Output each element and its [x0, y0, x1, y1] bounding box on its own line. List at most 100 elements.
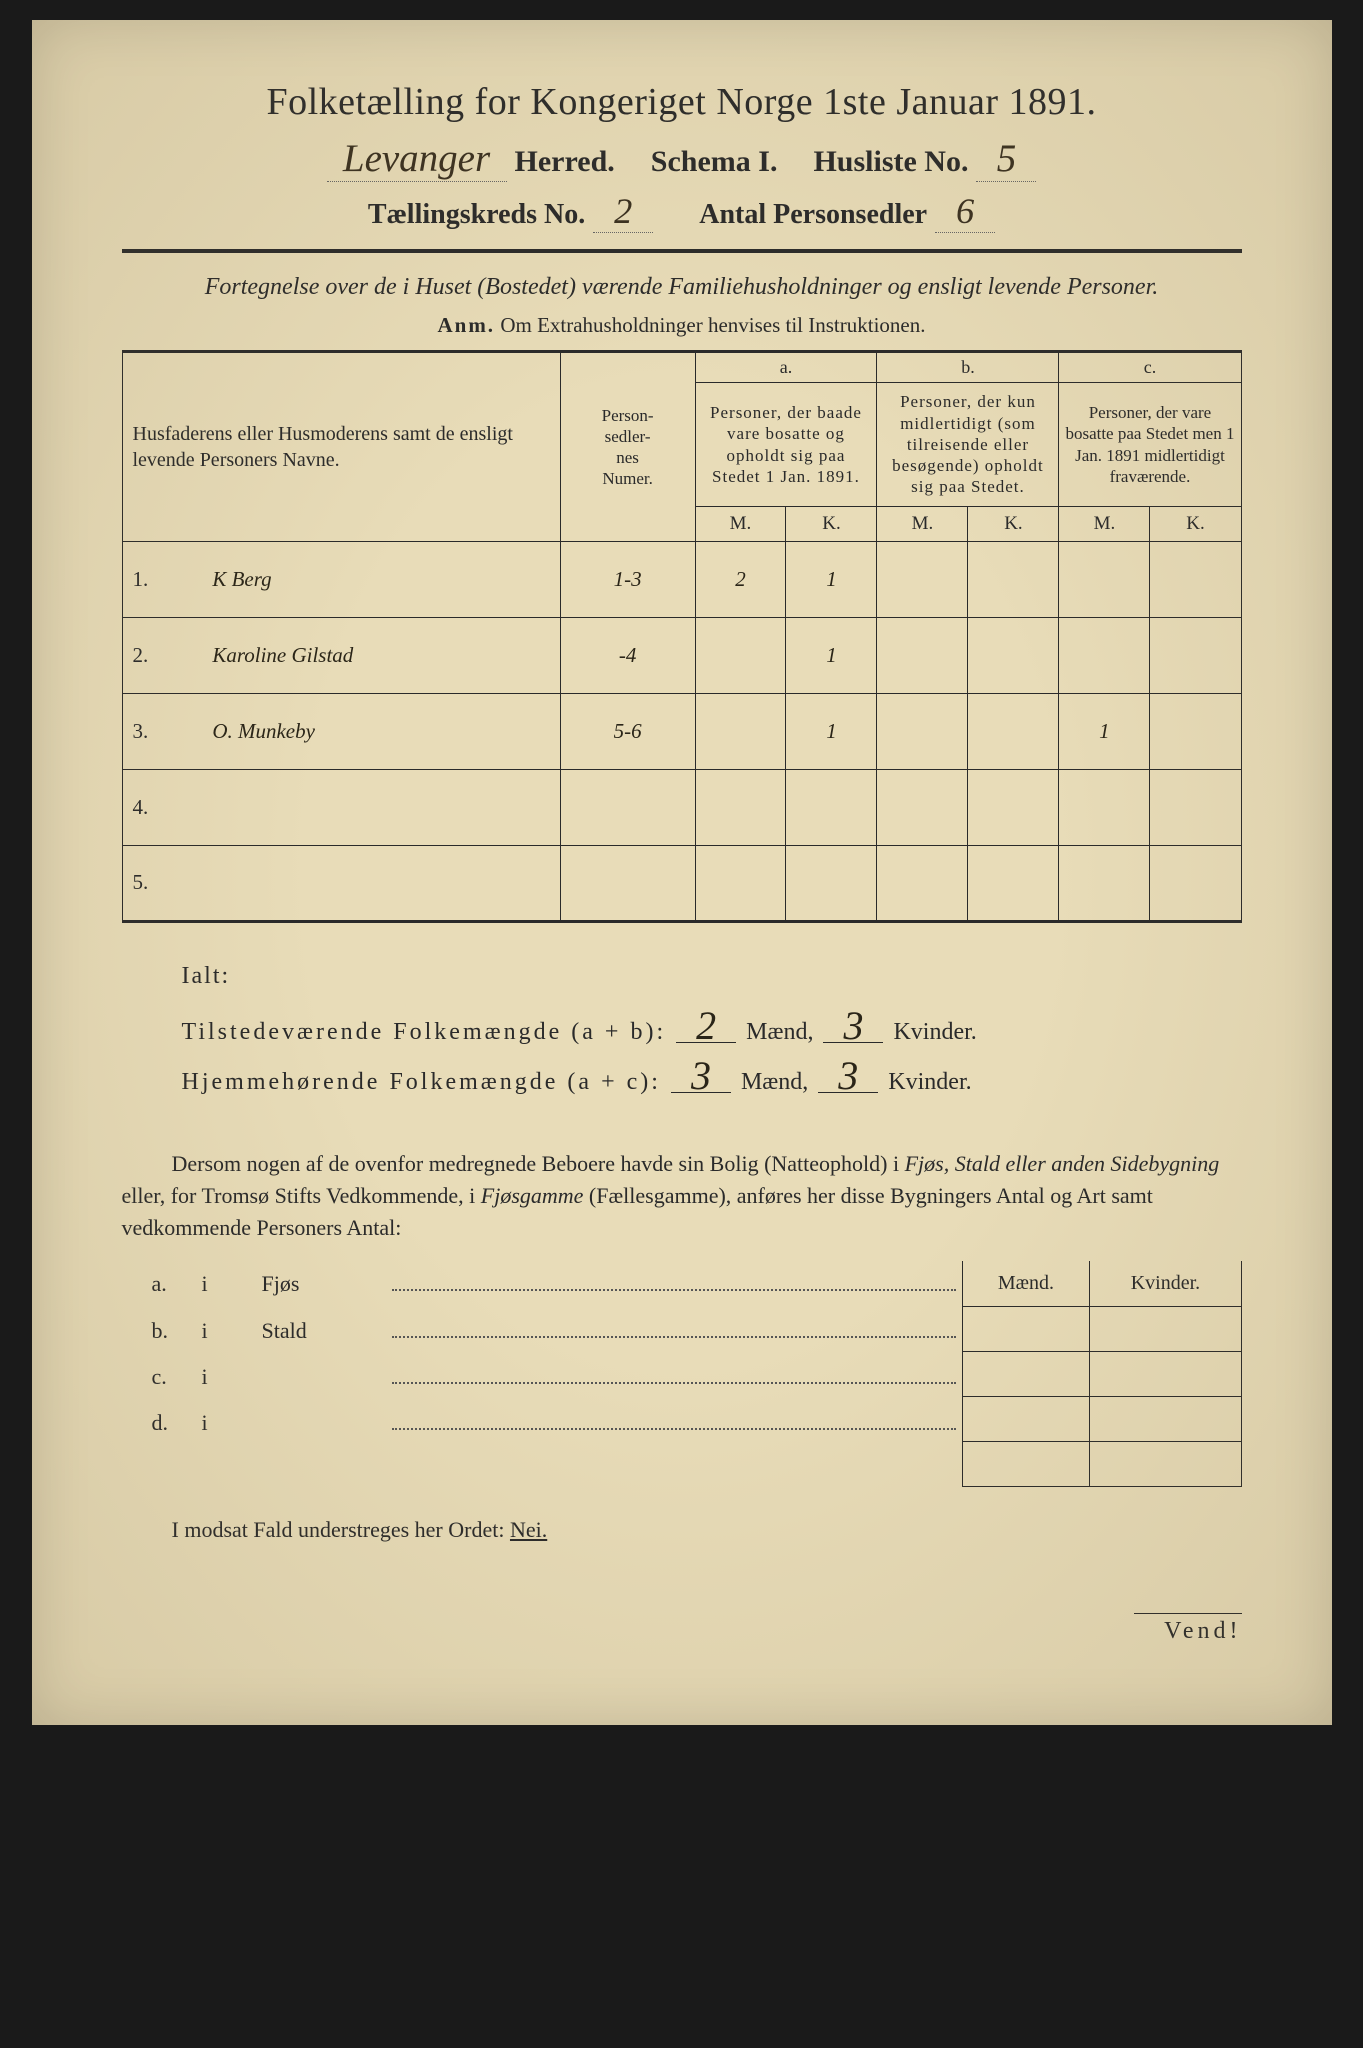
husliste-label: Husliste No. — [813, 145, 968, 179]
herred-label: Herred. — [515, 145, 615, 179]
outbuilding-row: d. i — [152, 1400, 962, 1446]
anm-text: Om Extrahusholdninger henvises til Instr… — [500, 313, 925, 337]
c-m-value — [1059, 845, 1150, 921]
col-b-letter: b. — [877, 352, 1059, 383]
annotation-line: Anm. Om Extrahusholdninger henvises til … — [122, 313, 1242, 338]
byg-cell — [962, 1396, 1090, 1441]
col-c-text: Personer, der vare bosatte paa Stedet me… — [1059, 383, 1241, 506]
nei-word: Nei. — [510, 1517, 547, 1542]
col-c-m: M. — [1059, 506, 1150, 541]
byg-cell — [1090, 1441, 1241, 1486]
person-name — [202, 769, 560, 845]
col-a-text: Personer, der baade vare bosatte og opho… — [695, 383, 877, 506]
b-m-value — [877, 769, 968, 845]
outbuilding-row: a. i Fjøs — [152, 1261, 962, 1307]
personsedler-value — [560, 769, 695, 845]
row-number: 2. — [122, 617, 202, 693]
row-number: 3. — [122, 693, 202, 769]
c-m-value — [1059, 541, 1150, 617]
antal-label: Antal Personsedler — [699, 199, 927, 231]
col-c-letter: c. — [1059, 352, 1241, 383]
byg-maend-header: Mænd. — [962, 1261, 1090, 1306]
present-women: 3 — [823, 1010, 883, 1043]
kreds-label: Tællingskreds No. — [368, 199, 585, 231]
c-m-value — [1059, 617, 1150, 693]
byg-cell — [962, 1351, 1090, 1396]
header-line-2: Levanger Herred. Schema I. Husliste No. … — [122, 136, 1242, 182]
b-k-value — [968, 541, 1059, 617]
person-name: K Berg — [202, 541, 560, 617]
b-k-value — [968, 617, 1059, 693]
byg-kvinder-header: Kvinder. — [1090, 1261, 1241, 1306]
present-men: 2 — [676, 1010, 736, 1043]
kreds-value: 2 — [593, 190, 653, 233]
outbuilding-table: Mænd. Kvinder. — [962, 1261, 1242, 1487]
outbuilding-row: b. i Stald — [152, 1308, 962, 1354]
a-k-value — [786, 845, 877, 921]
outbuilding-counts: Mænd. Kvinder. — [962, 1261, 1242, 1487]
resident-men: 3 — [671, 1060, 731, 1093]
dotted-fill — [392, 1408, 956, 1430]
antal-value: 6 — [935, 190, 995, 233]
person-name: O. Munkeby — [202, 693, 560, 769]
dotted-fill — [392, 1362, 956, 1384]
dotted-fill — [392, 1269, 956, 1291]
byg-name: Stald — [262, 1308, 392, 1354]
byg-i: i — [202, 1400, 262, 1446]
row-number: 4. — [122, 769, 202, 845]
byg-letter: c. — [152, 1354, 202, 1400]
subtitle: Fortegnelse over de i Huset (Bostedet) v… — [122, 271, 1242, 303]
table-row: 5. — [122, 845, 1241, 921]
a-m-value — [695, 769, 786, 845]
c-k-value — [1150, 845, 1241, 921]
header-line-3: Tællingskreds No. 2 Antal Personsedler 6 — [122, 190, 1242, 233]
husliste-value: 5 — [976, 136, 1036, 182]
col-b-k: K. — [968, 506, 1059, 541]
a-k-value: 1 — [786, 693, 877, 769]
byg-name: Fjøs — [262, 1261, 392, 1307]
byg-cell — [1090, 1351, 1241, 1396]
personsedler-value: 5-6 — [560, 693, 695, 769]
col-c-k: K. — [1150, 506, 1241, 541]
b-m-value — [877, 693, 968, 769]
dotted-fill — [392, 1316, 956, 1338]
b-k-value — [968, 769, 1059, 845]
col-personsedler-header: Person- sedler- nes Numer. — [560, 352, 695, 541]
nei-line: I modsat Fald understreges her Ordet: Ne… — [122, 1517, 1242, 1543]
col-a-letter: a. — [695, 352, 877, 383]
household-table: Husfaderens eller Husmoderens samt de en… — [122, 350, 1242, 922]
person-name — [202, 845, 560, 921]
personsedler-value — [560, 845, 695, 921]
byg-i: i — [202, 1354, 262, 1400]
a-m-value — [695, 693, 786, 769]
col-b-m: M. — [877, 506, 968, 541]
outbuilding-list: a. i Fjøs b. i Stald c. i d. i — [122, 1261, 962, 1446]
c-k-value — [1150, 541, 1241, 617]
c-k-value — [1150, 617, 1241, 693]
byg-cell — [1090, 1396, 1241, 1441]
table-row: 4. — [122, 769, 1241, 845]
personsedler-value: 1-3 — [560, 541, 695, 617]
a-m-value: 2 — [695, 541, 786, 617]
byg-i: i — [202, 1308, 262, 1354]
outbuilding-section: a. i Fjøs b. i Stald c. i d. i Mænd. Kvi… — [122, 1261, 1242, 1487]
c-k-value — [1150, 693, 1241, 769]
outbuilding-paragraph: Dersom nogen af de ovenfor medregnede Be… — [122, 1148, 1242, 1244]
table-row: 2. Karoline Gilstad -4 1 — [122, 617, 1241, 693]
resident-women: 3 — [818, 1060, 878, 1093]
table-row: 3. O. Munkeby 5-6 1 1 — [122, 693, 1241, 769]
page-title: Folketælling for Kongeriget Norge 1ste J… — [122, 80, 1242, 124]
b-m-value — [877, 617, 968, 693]
row-number: 5. — [122, 845, 202, 921]
total-present-line: Tilstedeværende Folkemængde (a + b): 2 M… — [182, 1007, 1242, 1057]
c-m-value — [1059, 769, 1150, 845]
person-name: Karoline Gilstad — [202, 617, 560, 693]
c-k-value — [1150, 769, 1241, 845]
byg-cell — [962, 1306, 1090, 1351]
b-k-value — [968, 693, 1059, 769]
schema-label: Schema I. — [651, 145, 778, 179]
census-form-page: Folketælling for Kongeriget Norge 1ste J… — [32, 20, 1332, 1725]
byg-letter: a. — [152, 1261, 202, 1307]
byg-cell — [1090, 1306, 1241, 1351]
b-m-value — [877, 541, 968, 617]
